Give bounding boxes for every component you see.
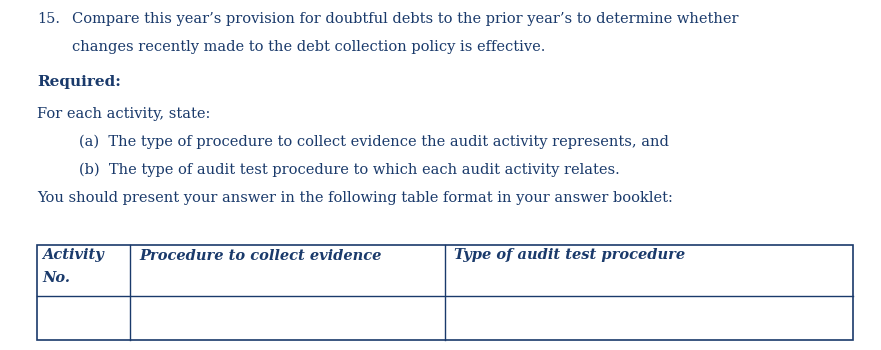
Text: 15.: 15. [37, 12, 60, 26]
Text: Activity: Activity [42, 248, 104, 262]
Text: You should present your answer in the following table format in your answer book: You should present your answer in the fo… [37, 191, 673, 205]
Text: For each activity, state:: For each activity, state: [37, 107, 211, 121]
Text: Procedure to collect evidence: Procedure to collect evidence [139, 248, 381, 262]
Text: Required:: Required: [37, 75, 121, 89]
Text: (a)  The type of procedure to collect evidence the audit activity represents, an: (a) The type of procedure to collect evi… [79, 135, 670, 149]
Text: No.: No. [42, 271, 70, 285]
Text: Compare this year’s provision for doubtful debts to the prior year’s to determin: Compare this year’s provision for doubtf… [72, 12, 739, 26]
FancyBboxPatch shape [37, 245, 853, 340]
Text: Type of audit test procedure: Type of audit test procedure [454, 248, 685, 262]
Text: changes recently made to the debt collection policy is effective.: changes recently made to the debt collec… [72, 40, 545, 54]
Text: (b)  The type of audit test procedure to which each audit activity relates.: (b) The type of audit test procedure to … [79, 163, 620, 177]
